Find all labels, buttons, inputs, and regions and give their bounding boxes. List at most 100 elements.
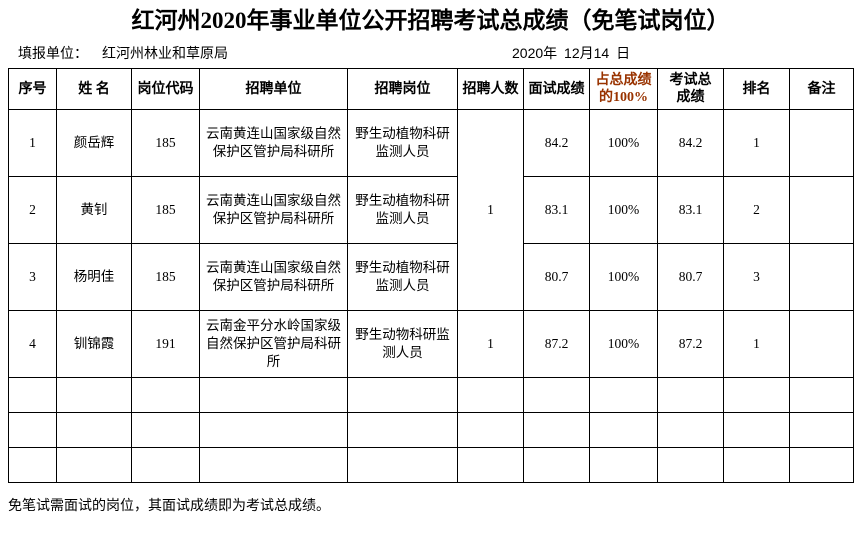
cell-remark bbox=[789, 109, 854, 177]
column-header-post-code: 岗位代码 bbox=[131, 68, 200, 110]
total-header-line1: 考试总 bbox=[669, 73, 712, 88]
cell-percent: 100% bbox=[589, 310, 658, 378]
cell-unit: 云南黄连山国家级自然保护区管护局科研所 bbox=[199, 243, 348, 311]
cell-empty bbox=[589, 447, 658, 483]
cell-empty bbox=[199, 377, 348, 413]
cell-total-score: 84.2 bbox=[657, 109, 724, 177]
column-header-headcount: 招聘人数 bbox=[457, 68, 524, 110]
cell-empty bbox=[457, 412, 524, 448]
cell-post: 野生动植物科研监测人员 bbox=[347, 176, 458, 244]
cell-empty bbox=[589, 412, 658, 448]
cell-post: 野生动物科研监测人员 bbox=[347, 310, 458, 378]
cell-empty bbox=[789, 447, 854, 483]
cell-empty bbox=[131, 377, 200, 413]
cell-remark bbox=[789, 243, 854, 311]
cell-name: 杨明佳 bbox=[56, 243, 132, 311]
cell-total-score: 80.7 bbox=[657, 243, 724, 311]
cell-empty bbox=[56, 447, 132, 483]
column-header-unit: 招聘单位 bbox=[199, 68, 348, 110]
table-row: 3 杨明佳 185 云南黄连山国家级自然保护区管护局科研所 野生动植物科研监测人… bbox=[8, 243, 854, 311]
cell-name: 钏锦霞 bbox=[56, 310, 132, 378]
cell-name: 黄钊 bbox=[56, 176, 132, 244]
table-row: 1 颜岳辉 185 云南黄连山国家级自然保护区管护局科研所 野生动植物科研监测人… bbox=[8, 109, 854, 311]
cell-rank: 1 bbox=[723, 310, 790, 378]
cell-unit: 云南金平分水岭国家级自然保护区管护局科研所 bbox=[199, 310, 348, 378]
cell-empty bbox=[723, 377, 790, 413]
table-row-empty bbox=[8, 447, 854, 483]
cell-empty bbox=[8, 447, 57, 483]
column-header-seq: 序号 bbox=[8, 68, 57, 110]
cell-empty bbox=[657, 447, 724, 483]
cell-empty bbox=[131, 447, 200, 483]
cell-interview-score: 84.2 bbox=[523, 109, 590, 177]
cell-headcount: 1 bbox=[457, 310, 524, 378]
cell-headcount: 1 bbox=[457, 109, 524, 311]
cell-seq: 3 bbox=[8, 243, 57, 311]
cell-total-score: 87.2 bbox=[657, 310, 724, 378]
results-table: 序号 姓 名 岗位代码 招聘单位 招聘岗位 招聘人数 面试成绩 占总成绩 的10… bbox=[8, 68, 854, 483]
column-header-post: 招聘岗位 bbox=[347, 68, 458, 110]
cell-unit: 云南黄连山国家级自然保护区管护局科研所 bbox=[199, 109, 348, 177]
table-row: 4 钏锦霞 191 云南金平分水岭国家级自然保护区管护局科研所 野生动物科研监测… bbox=[8, 310, 854, 378]
cell-empty bbox=[789, 377, 854, 413]
cell-empty bbox=[589, 377, 658, 413]
cell-empty bbox=[523, 377, 590, 413]
cell-empty bbox=[347, 412, 458, 448]
total-header-line2: 成绩 bbox=[676, 90, 705, 105]
cell-empty bbox=[131, 412, 200, 448]
cell-empty bbox=[723, 412, 790, 448]
cell-empty bbox=[199, 412, 348, 448]
cell-empty bbox=[347, 447, 458, 483]
cell-empty bbox=[347, 377, 458, 413]
cell-post-code: 185 bbox=[131, 109, 200, 177]
date-monthday: 12月14 bbox=[564, 45, 610, 61]
cell-empty bbox=[8, 412, 57, 448]
cell-empty bbox=[657, 412, 724, 448]
cell-empty bbox=[789, 412, 854, 448]
reporting-unit-value: 红河州林业和草原局 bbox=[102, 45, 228, 61]
cell-interview-score: 87.2 bbox=[523, 310, 590, 378]
table-row-empty bbox=[8, 412, 854, 448]
cell-seq: 4 bbox=[8, 310, 57, 378]
cell-empty bbox=[457, 447, 524, 483]
cell-remark bbox=[789, 176, 854, 244]
table-row: 2 黄钊 185 云南黄连山国家级自然保护区管护局科研所 野生动植物科研监测人员… bbox=[8, 176, 854, 244]
date-day-suffix: 日 bbox=[616, 45, 631, 61]
table-header-row: 序号 姓 名 岗位代码 招聘单位 招聘岗位 招聘人数 面试成绩 占总成绩 的10… bbox=[8, 68, 854, 110]
cell-empty bbox=[523, 412, 590, 448]
table-row-empty bbox=[8, 377, 854, 413]
page-title: 红河州2020年事业单位公开招聘考试总成绩（免笔试岗位） bbox=[131, 8, 730, 33]
cell-percent: 100% bbox=[589, 176, 658, 244]
report-date: 2020年 12月14 日 bbox=[512, 40, 633, 66]
column-header-remark: 备注 bbox=[789, 68, 854, 110]
reporting-unit-label: 填报单位： bbox=[18, 45, 88, 61]
cell-post: 野生动植物科研监测人员 bbox=[347, 243, 458, 311]
meta-row: 填报单位： 红河州林业和草原局 2020年 12月14 日 bbox=[0, 40, 861, 66]
cell-post-code: 185 bbox=[131, 243, 200, 311]
percent-header-line1: 占总成绩 bbox=[595, 73, 652, 88]
column-header-interview: 面试成绩 bbox=[523, 68, 590, 110]
cell-percent: 100% bbox=[589, 243, 658, 311]
column-header-total: 考试总 成绩 bbox=[657, 68, 724, 110]
cell-interview-score: 80.7 bbox=[523, 243, 590, 311]
cell-rank: 2 bbox=[723, 176, 790, 244]
cell-post-code: 191 bbox=[131, 310, 200, 378]
column-header-name: 姓 名 bbox=[56, 68, 132, 110]
reporting-unit: 填报单位： 红河州林业和草原局 bbox=[18, 40, 228, 66]
cell-seq: 1 bbox=[8, 109, 57, 177]
cell-name: 颜岳辉 bbox=[56, 109, 132, 177]
cell-rank: 3 bbox=[723, 243, 790, 311]
cell-post: 野生动植物科研监测人员 bbox=[347, 109, 458, 177]
cell-empty bbox=[56, 412, 132, 448]
cell-empty bbox=[657, 377, 724, 413]
cell-empty bbox=[723, 447, 790, 483]
cell-seq: 2 bbox=[8, 176, 57, 244]
cell-empty bbox=[199, 447, 348, 483]
cell-rank: 1 bbox=[723, 109, 790, 177]
cell-percent: 100% bbox=[589, 109, 658, 177]
cell-empty bbox=[8, 377, 57, 413]
column-header-percent: 占总成绩 的100% bbox=[589, 68, 658, 110]
cell-empty bbox=[523, 447, 590, 483]
footer-note: 免笔试需面试的岗位，其面试成绩即为考试总成绩。 bbox=[8, 497, 330, 513]
